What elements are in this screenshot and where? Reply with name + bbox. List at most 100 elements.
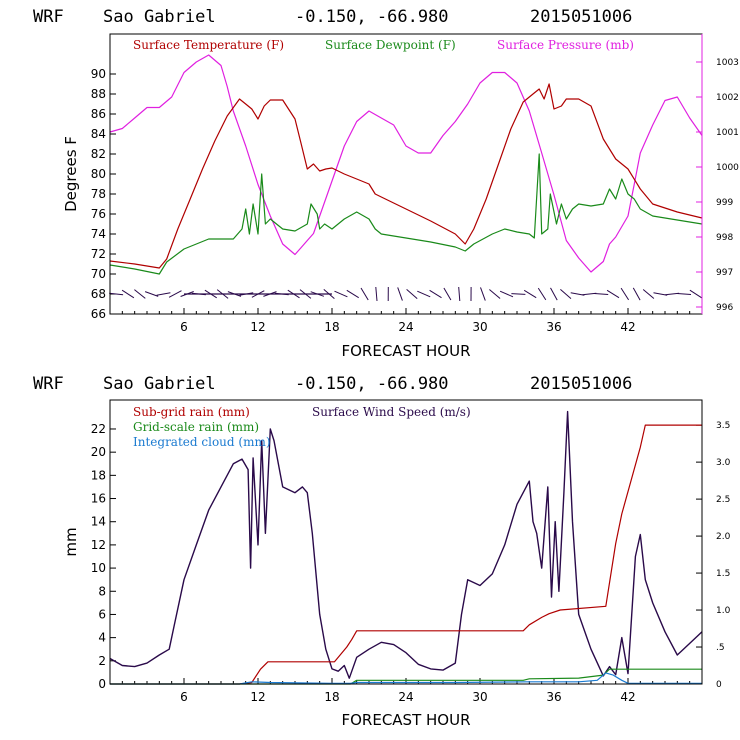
top-y2tick-label: 1000 [716, 163, 739, 173]
bot-ytick-label: 16 [91, 492, 106, 506]
bottom-header-location: Sao Gabriel [103, 374, 216, 394]
bot-y2tick-label: 0 [716, 680, 722, 690]
bot-xtick-label: 18 [324, 690, 339, 704]
wind-barb [550, 287, 558, 301]
top-wind-barbs [109, 286, 702, 302]
top-xtick-label: 12 [250, 320, 265, 334]
wind-barb [406, 289, 418, 299]
bot-xtick-label: 6 [180, 690, 188, 704]
top-ytick-label: 80 [91, 167, 106, 181]
wind-barb [499, 290, 514, 298]
wind-barb [606, 289, 620, 299]
top-y-axis-label: Degrees F [62, 136, 80, 212]
bot-ytick-label: 0 [98, 677, 106, 691]
wind-barb [480, 287, 486, 301]
top-ytick-label: 72 [91, 247, 106, 261]
top-ytick-label: 88 [91, 87, 106, 101]
bot-xtick-label: 30 [472, 690, 487, 704]
wind-barb [458, 286, 461, 302]
wind-barb [665, 292, 680, 296]
series-surface-wind-speed-m-s [109, 410, 703, 679]
bot-y2tick-label: 2.5 [716, 495, 730, 505]
wind-barb [582, 292, 597, 296]
wind-barb [156, 292, 171, 296]
wind-barb [537, 287, 547, 301]
top-ytick-label: 74 [91, 227, 106, 241]
wind-barb [620, 287, 630, 301]
bot-ytick-label: 22 [91, 422, 106, 436]
bottom-series-group [109, 410, 703, 685]
top-y2tick-label: 999 [716, 198, 733, 208]
bot-y2tick-label: 3.5 [716, 421, 730, 431]
wind-barb [511, 293, 526, 295]
bot-ytick-label: 10 [91, 561, 106, 575]
top-tick-marks [110, 61, 702, 315]
series-integrated-cloud-mm [110, 672, 702, 685]
bottom-tick-marks [110, 424, 702, 685]
top-series-group [109, 54, 703, 275]
bot-ytick-label: 6 [98, 607, 106, 621]
series-surface-temperature-f [109, 83, 703, 269]
bot-ytick-label: 20 [91, 445, 106, 459]
bot-y2tick-label: .5 [716, 643, 725, 653]
wind-barb [594, 293, 609, 295]
bot-xtick-label: 24 [398, 690, 413, 704]
series-sub-grid-rain-mm [110, 424, 702, 685]
legend-surface-wind-speed: Surface Wind Speed (m/s) [312, 405, 471, 419]
top-xtick-label: 24 [398, 320, 413, 334]
bot-ytick-label: 18 [91, 468, 106, 482]
wind-barb [653, 292, 668, 296]
bot-ytick-label: 2 [98, 654, 106, 668]
wind-barb [134, 289, 146, 299]
bottom-y-tick-labels: 0 2 4 6 8 10 12 14 16 18 20 22 [91, 422, 106, 691]
bot-y2tick-label: 1.0 [716, 606, 731, 616]
top-y-tick-labels: 66 68 70 72 74 76 78 80 82 84 86 88 90 [91, 67, 106, 321]
top-header-coords: -0.150, -66.980 [295, 7, 449, 27]
top-plot-frame [109, 33, 703, 315]
bottom-plot-frame [109, 399, 703, 685]
bottom-y-axis-label: mm [62, 527, 80, 556]
top-xtick-label: 6 [180, 320, 188, 334]
top-xtick-label: 30 [472, 320, 487, 334]
wind-barb [346, 289, 359, 299]
bottom-header-model: WRF [33, 374, 64, 394]
bottom-header-coords: -0.150, -66.980 [295, 374, 449, 394]
top-ytick-label: 84 [91, 127, 106, 141]
bottom-y2-tick-labels: 0 .5 1.0 1.5 2.0 2.5 3.0 3.5 [716, 421, 731, 690]
top-xtick-label: 36 [546, 320, 561, 334]
bot-y2tick-label: 2.0 [716, 532, 731, 542]
series-surface-dewpoint-f [109, 153, 703, 275]
bot-ytick-label: 8 [98, 584, 106, 598]
top-ytick-label: 68 [91, 287, 106, 301]
top-ytick-label: 90 [91, 67, 106, 81]
top-y2tick-label: 1002 [716, 93, 739, 103]
wind-barb [632, 287, 641, 301]
top-y2tick-label: 998 [716, 233, 733, 243]
top-y2tick-label: 1001 [716, 128, 739, 138]
top-ytick-label: 70 [91, 267, 106, 281]
wind-barb [523, 289, 537, 299]
bot-ytick-label: 4 [98, 631, 106, 645]
bottom-x-axis-label: FORECAST HOUR [341, 711, 470, 729]
bottom-panel: WRF Sao Gabriel -0.150, -66.980 20150510… [33, 374, 731, 729]
wind-barb [144, 291, 159, 297]
bottom-x-tick-labels: 6 12 18 24 30 36 42 [180, 690, 635, 704]
wind-barb [642, 289, 655, 299]
legend-grid-scale-rain: Grid-scale rain (mm) [133, 420, 259, 434]
wind-barb [443, 287, 452, 301]
top-panel: WRF Sao Gabriel -0.150, -66.980 20150510… [33, 7, 739, 360]
top-header-model: WRF [33, 7, 64, 27]
top-ytick-label: 76 [91, 207, 106, 221]
top-ytick-label: 78 [91, 187, 106, 201]
top-xtick-label: 42 [620, 320, 635, 334]
bot-y2tick-label: 3.0 [716, 458, 731, 468]
top-xtick-label: 18 [324, 320, 339, 334]
bot-xtick-label: 42 [620, 690, 635, 704]
wind-barb [375, 286, 378, 302]
top-x-tick-labels: 6 12 18 24 30 36 42 [180, 320, 635, 334]
top-ytick-label: 82 [91, 147, 106, 161]
bot-ytick-label: 14 [91, 515, 106, 529]
legend-surface-temperature: Surface Temperature (F) [133, 38, 284, 52]
series-surface-pressure-mb [109, 54, 703, 273]
top-header-location: Sao Gabriel [103, 7, 216, 27]
